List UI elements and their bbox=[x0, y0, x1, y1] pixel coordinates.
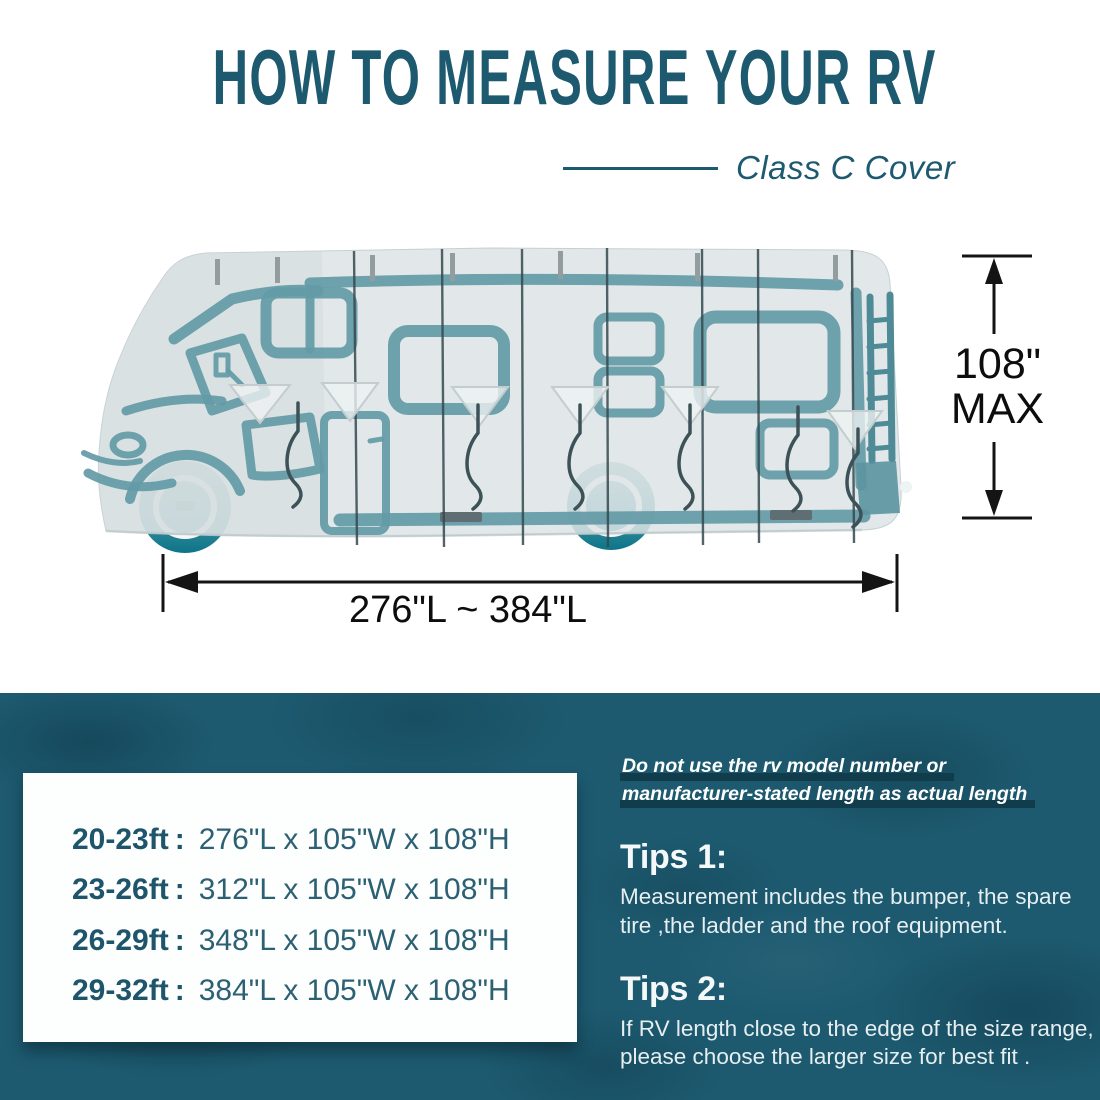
size-colon: : bbox=[174, 823, 185, 856]
size-dimensions: 312"L x 105"W x 108"H bbox=[198, 873, 510, 907]
cover-bottom-edge bbox=[105, 528, 863, 538]
rv-cover-illustration bbox=[81, 247, 912, 553]
page-title-text: HOW TO MEASURE YOUR RV bbox=[212, 33, 937, 121]
length-value: 276"L ~ 384"L bbox=[349, 589, 587, 631]
page-title: HOW TO MEASURE YOUR RV bbox=[0, 38, 1100, 116]
size-row: 29-32ft:384"L x 105"W x 108"H bbox=[72, 968, 577, 1018]
height-label: 108" MAX bbox=[930, 342, 1065, 432]
tip-1: Tips 1: Measurement includes the bumper,… bbox=[620, 838, 1100, 940]
tip-2: Tips 2: If RV length close to the edge o… bbox=[620, 970, 1100, 1072]
size-dimensions: 276"L x 105"W x 108"H bbox=[198, 823, 510, 856]
warning-note: Do not use the rv model number or manufa… bbox=[620, 753, 1100, 809]
size-chart-card: 20-23ft:276"L x 105"W x 108"H 23-26ft:31… bbox=[23, 773, 577, 1042]
bottom-section: 20-23ft:276"L x 105"W x 108"H 23-26ft:31… bbox=[0, 693, 1100, 1100]
rear-ladder-icon bbox=[866, 291, 896, 465]
subtitle-text: Class C Cover bbox=[736, 149, 956, 186]
strap-anchor-ticks bbox=[215, 251, 838, 285]
subtitle: Class C Cover bbox=[563, 143, 955, 193]
skirt-buckle-plate bbox=[770, 510, 812, 520]
notes-column: Do not use the rv model number or manufa… bbox=[620, 753, 1100, 1072]
size-colon: : bbox=[174, 873, 185, 907]
size-colon: : bbox=[174, 923, 185, 957]
rear-light bbox=[900, 481, 912, 493]
rear-bumper bbox=[856, 461, 900, 515]
warning-line-2: manufacturer-stated length as actual len… bbox=[620, 780, 1036, 809]
tip-2-title: Tips 2: bbox=[620, 970, 727, 1008]
tip-1-title: Tips 1: bbox=[620, 838, 727, 877]
size-range: 26-29ft bbox=[72, 923, 169, 957]
size-dimensions: 384"L x 105"W x 108"H bbox=[198, 974, 510, 1008]
size-row: 26-29ft:348"L x 105"W x 108"H bbox=[72, 918, 577, 968]
height-arrow-icon bbox=[962, 254, 1032, 520]
tip-1-body: Measurement includes the bumper, the spa… bbox=[620, 884, 1072, 938]
tip-2-body: If RV length close to the edge of the si… bbox=[620, 1016, 1094, 1070]
size-range: 23-26ft bbox=[72, 873, 169, 907]
subtitle-dash-line bbox=[563, 166, 718, 170]
size-row: 20-23ft:276"L x 105"W x 108"H bbox=[72, 817, 577, 867]
warning-line-1: Do not use the rv model number or bbox=[620, 753, 954, 781]
length-dimension: 276"L ~ 384"L bbox=[140, 550, 920, 660]
length-arrow-icon bbox=[161, 554, 899, 612]
height-dimension: 108" MAX bbox=[930, 246, 1065, 536]
buckle-hooks bbox=[285, 401, 863, 529]
size-range: 20-23ft bbox=[72, 823, 169, 856]
size-dimensions: 348"L x 105"W x 108"H bbox=[198, 923, 510, 957]
size-row: 23-26ft:312"L x 105"W x 108"H bbox=[72, 867, 577, 917]
size-range: 29-32ft bbox=[72, 974, 169, 1008]
size-colon: : bbox=[174, 974, 185, 1008]
height-qualifier: MAX bbox=[950, 385, 1045, 433]
skirt-buckle-plate bbox=[440, 512, 482, 522]
height-value: 108" bbox=[953, 340, 1041, 388]
